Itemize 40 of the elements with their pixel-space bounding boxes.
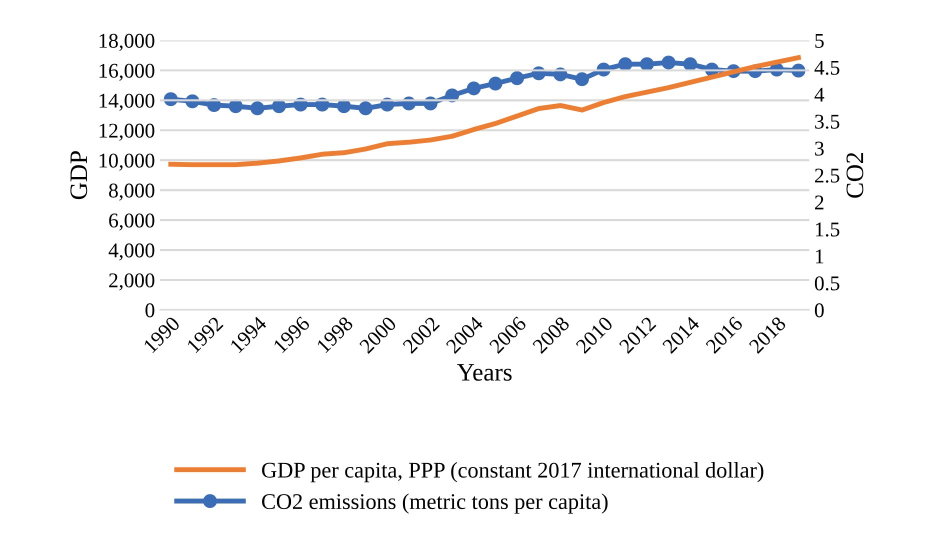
y2-tick-label: 4 xyxy=(814,88,824,102)
point xyxy=(250,101,264,116)
y-tick-label: 10,000 xyxy=(100,154,154,171)
line-series xyxy=(168,55,801,168)
point xyxy=(618,57,632,72)
y-tick-label: 8,000 xyxy=(109,184,154,201)
y-tick-label: 12,000 xyxy=(100,124,154,141)
y2-tick-label: 0.5 xyxy=(814,276,840,290)
point xyxy=(488,76,502,90)
y2-tick-label: 1 xyxy=(816,250,824,264)
y-tick-label: 4,000 xyxy=(108,243,154,260)
point xyxy=(466,81,481,96)
y2-tick-label: 2 xyxy=(815,196,824,210)
point xyxy=(683,57,698,72)
point xyxy=(662,56,676,70)
point xyxy=(510,71,524,86)
y2-axis-title: CO2 xyxy=(846,152,864,198)
point xyxy=(228,99,243,114)
y2-tick-label: 2.5 xyxy=(815,168,840,183)
y2-tick-label: 3.5 xyxy=(815,114,840,129)
point xyxy=(358,101,373,116)
y2-tick-label: 5 xyxy=(815,34,824,48)
y-tick-label: 14,000 xyxy=(100,94,154,111)
y2-tick-label: 1.5 xyxy=(816,222,840,237)
y-tick-label: 16,000 xyxy=(100,64,154,81)
y-tick-label: 2,000 xyxy=(109,273,154,290)
y-tick-label: 0 xyxy=(145,303,154,318)
y2-tick-label: 3 xyxy=(815,142,824,156)
y2-tick-label: 4.5 xyxy=(814,60,840,75)
point xyxy=(575,72,589,86)
point xyxy=(336,99,351,114)
y-axis-title: GDP xyxy=(70,151,88,200)
point xyxy=(272,99,286,114)
y-tick-label: 18,000 xyxy=(100,34,154,51)
y2-tick-label: 0 xyxy=(814,303,824,318)
x-axis-title: Years xyxy=(456,364,512,381)
y-tick-label: 6,000 xyxy=(109,213,154,231)
legend-label: CO2 emissions (metric tons per capita) xyxy=(262,493,608,514)
legend-label: GDP per capita, PPP (constant 2017 international dollar) xyxy=(262,462,764,482)
point xyxy=(640,57,654,72)
